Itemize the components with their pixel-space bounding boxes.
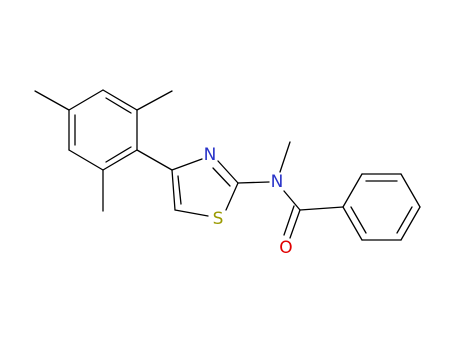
atom-label: N <box>204 145 217 165</box>
atom-label: S <box>213 209 224 229</box>
atom-label: O <box>279 238 292 258</box>
bonds <box>34 89 421 241</box>
atom-label: N <box>271 172 284 192</box>
